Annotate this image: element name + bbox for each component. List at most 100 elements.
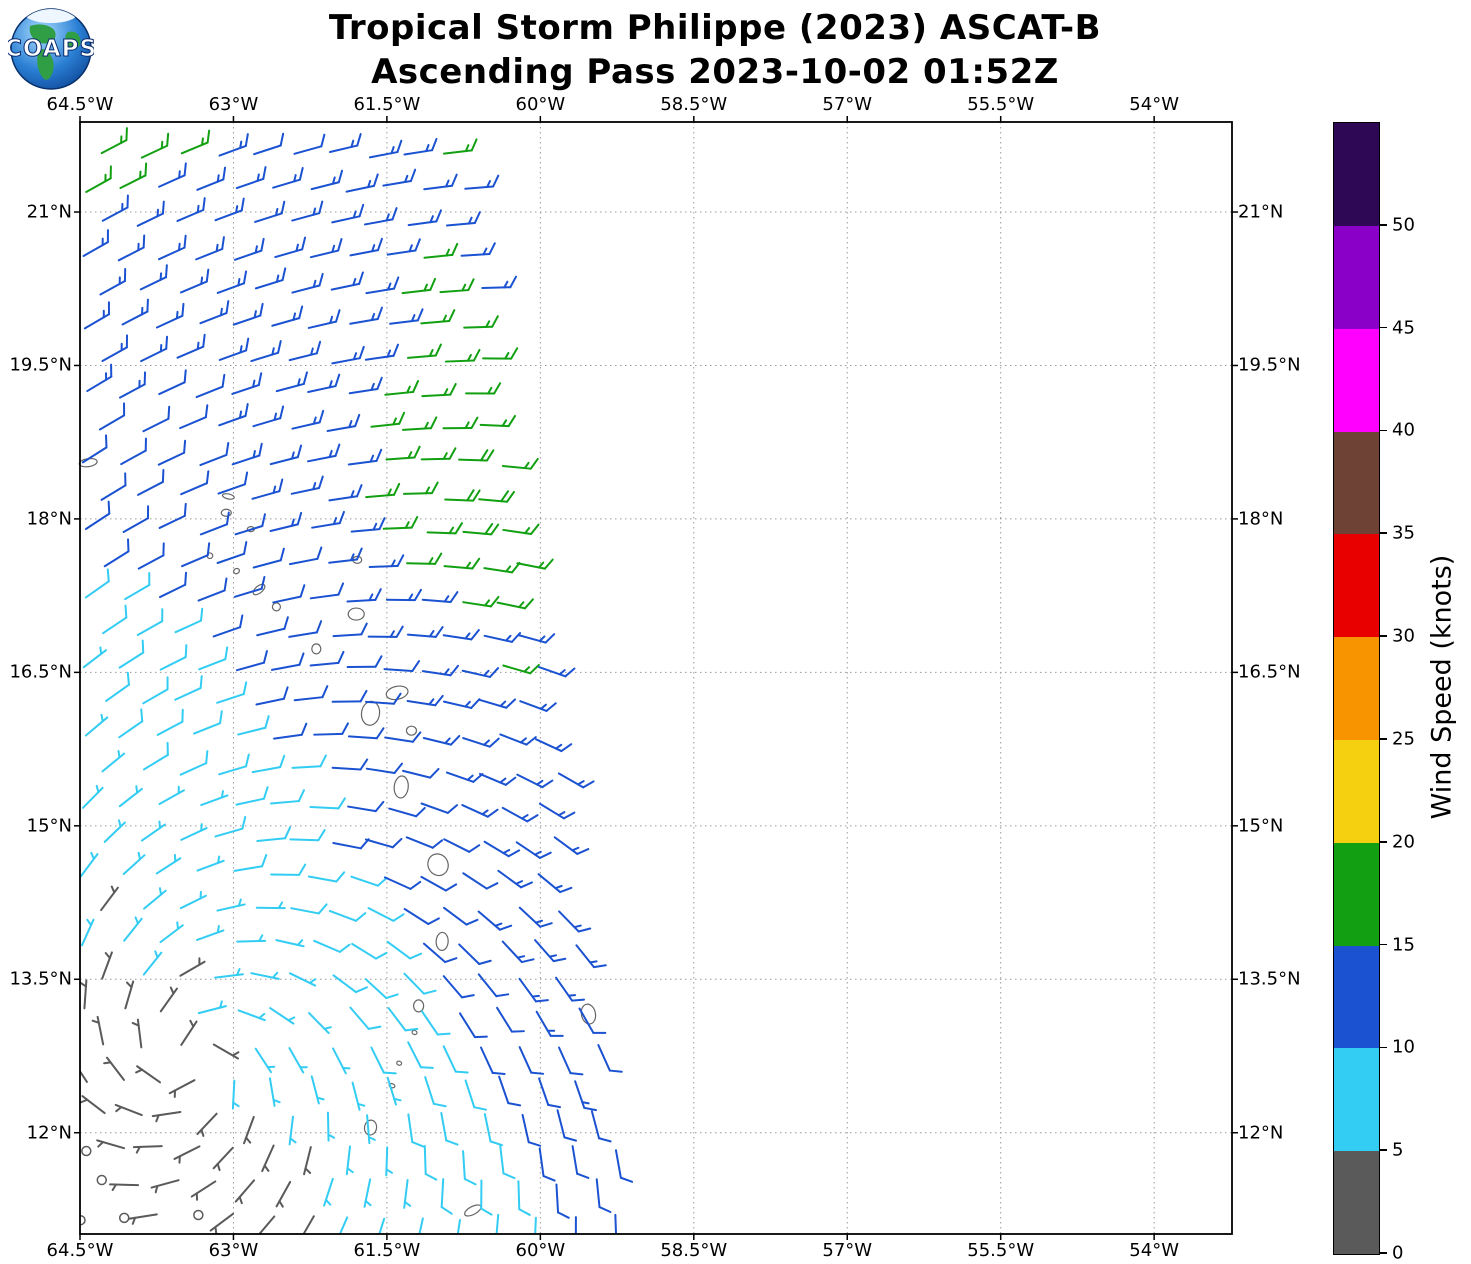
wind-barb: [114, 1103, 143, 1117]
lon-tick-label-top: 60°W: [515, 94, 566, 115]
wind-barb: [180, 823, 208, 841]
wind-barb: [291, 754, 327, 769]
lat-tick-label-right: 13.5°N: [1238, 968, 1301, 990]
lon-tick-label-top: 58.5°W: [660, 94, 728, 115]
wind-barb: [84, 568, 110, 599]
wind-barb: [117, 234, 146, 262]
colorbar: [1333, 122, 1380, 1255]
wind-barb: [198, 646, 229, 671]
wind-barb: [293, 685, 329, 702]
wind-barb: [465, 382, 502, 395]
island-grenada: [363, 1119, 378, 1136]
logo-text: COAPS: [8, 36, 94, 62]
wind-barb: [85, 165, 112, 193]
wind-barb: [461, 804, 499, 818]
wind-barb: [310, 169, 344, 191]
wind-barb: [272, 166, 304, 189]
wind-barb: [326, 1111, 336, 1142]
wind-barb: [235, 166, 267, 190]
wind-barb: [275, 939, 305, 948]
wind-barb: [275, 1180, 292, 1208]
wind-barb: [364, 343, 400, 361]
wind-barb: [233, 854, 268, 872]
wind-barb: [308, 1012, 332, 1035]
lat-tick-label-left: 13.5°N: [9, 968, 72, 990]
wind-barb: [80, 918, 95, 947]
wind-barb: [558, 1046, 584, 1076]
wind-barb: [422, 942, 458, 964]
wind-barb: [445, 771, 484, 783]
wind-barb: [443, 557, 481, 570]
wind-barb: [158, 502, 187, 529]
wind-barbs-layer: [80, 127, 634, 1234]
wind-barb: [349, 237, 383, 257]
wind-barb: [212, 1043, 240, 1060]
lat-tick-label-left: 16.5°N: [9, 661, 72, 683]
wind-barb: [86, 363, 113, 393]
wind-barb: [498, 1075, 522, 1107]
wind-barb: [311, 510, 345, 529]
wind-barb: [407, 1041, 434, 1069]
wind-barb: [120, 437, 147, 466]
wind-barb: [479, 1046, 506, 1076]
wind-barb: [237, 715, 270, 736]
wind-barb: [103, 1056, 125, 1081]
wind-barb: [439, 278, 475, 294]
wind-barb: [378, 1217, 386, 1234]
wind-barb: [347, 727, 385, 740]
wind-barb: [518, 906, 553, 928]
wind-barb: [331, 689, 368, 703]
wind-barb: [483, 1112, 503, 1147]
colorbar-tick-label: 5: [1392, 1139, 1404, 1161]
wind-barb: [424, 1076, 447, 1108]
plot-border: [79, 121, 1233, 1235]
wind-barb: [200, 790, 229, 807]
wind-barb: [462, 737, 500, 748]
wind-barb: [250, 340, 282, 363]
wind-barb: [291, 272, 324, 294]
lon-tick-label-bottom: 54°W: [1129, 1240, 1179, 1261]
wind-barb: [309, 797, 346, 810]
wind-barb: [142, 950, 163, 976]
colorbar-tick-label: 50: [1392, 214, 1415, 236]
wind-barb: [195, 373, 226, 399]
wind-barb: [291, 200, 324, 222]
calm-circle: [193, 1209, 204, 1221]
wind-barb: [176, 333, 206, 359]
wind-barb: [384, 731, 422, 743]
wind-barb: [350, 875, 388, 887]
wind-barb: [82, 646, 107, 669]
colorbar-tick-mark: [1379, 1046, 1387, 1049]
wind-barb: [139, 264, 168, 291]
colorbar-segment-40-45: [1334, 328, 1379, 432]
wind-barb: [556, 1109, 578, 1142]
wind-barb: [365, 482, 401, 499]
lon-tick-label-top: 63°W: [208, 94, 259, 115]
wind-barb: [367, 625, 404, 638]
wind-barb: [197, 1000, 227, 1015]
wind-barb: [261, 1144, 275, 1173]
wind-barb: [103, 538, 130, 568]
wind-barb: [534, 1216, 537, 1234]
wind-barb: [98, 402, 126, 431]
wind-barb: [135, 1065, 162, 1084]
wind-barb: [140, 335, 169, 363]
wind-barb: [136, 200, 165, 227]
wind-barb: [501, 457, 539, 470]
wind-barb: [537, 666, 576, 678]
wind-barb: [458, 943, 492, 965]
wind-barb: [326, 413, 361, 432]
wind-barb: [179, 957, 206, 977]
wind-barb: [128, 1213, 158, 1225]
wind-barb: [331, 203, 365, 224]
lat-tick-label-right: 12°N: [1238, 1122, 1284, 1144]
wind-barb: [270, 652, 305, 671]
wind-barb: [328, 909, 367, 922]
wind-barb: [309, 238, 343, 259]
wind-barb: [195, 236, 225, 261]
wind-barb: [174, 607, 204, 634]
wind-barb: [275, 371, 308, 393]
wind-barb: [307, 373, 341, 393]
wind-barb: [217, 471, 249, 495]
